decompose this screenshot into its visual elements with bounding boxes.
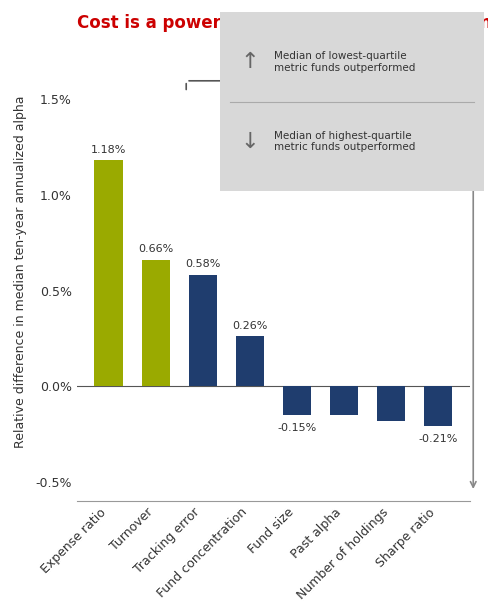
Text: Median of lowest-quartile
metric funds outperformed: Median of lowest-quartile metric funds o…: [273, 51, 414, 73]
Bar: [94, 160, 122, 386]
Text: 1.18%: 1.18%: [91, 145, 126, 155]
Bar: [235, 336, 264, 386]
Bar: [282, 386, 310, 415]
Text: -0.21%: -0.21%: [417, 434, 457, 444]
Bar: [329, 386, 357, 415]
Text: 0.66%: 0.66%: [138, 244, 173, 254]
Bar: [141, 260, 169, 386]
Text: Cost is a powerful predictor of future returns: Cost is a powerful predictor of future r…: [77, 14, 488, 32]
Y-axis label: Relative difference in median ten-year annualized alpha: Relative difference in median ten-year a…: [14, 95, 27, 448]
Text: ↓: ↓: [240, 132, 258, 152]
Bar: [376, 386, 404, 421]
Text: Not
statistically
significant: Not statistically significant: [279, 33, 360, 76]
Text: Median of highest-quartile
metric funds outperformed: Median of highest-quartile metric funds …: [273, 131, 414, 152]
Text: 0.58%: 0.58%: [184, 259, 220, 269]
Bar: [188, 275, 216, 386]
Text: 0.26%: 0.26%: [232, 321, 267, 331]
Bar: [423, 386, 451, 426]
Text: -0.15%: -0.15%: [277, 423, 316, 432]
Text: ↑: ↑: [240, 52, 258, 71]
